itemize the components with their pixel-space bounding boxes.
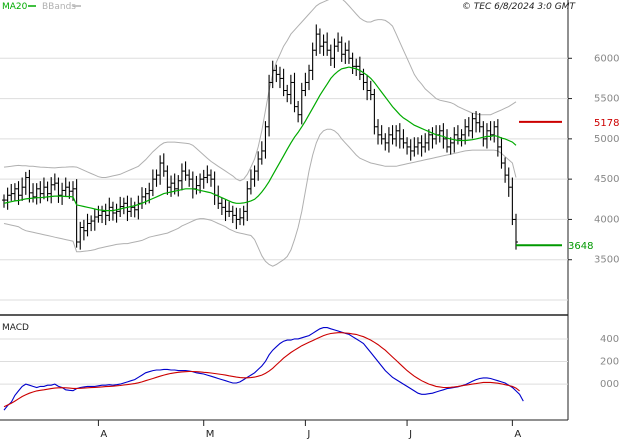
x-tick-label: M (206, 429, 215, 440)
price-bars (2, 24, 518, 250)
bb-upper-line (3, 0, 517, 182)
price-tick-label: 4500 (594, 174, 619, 185)
price-tick-label: 3500 (594, 255, 619, 266)
macd-tick-label: 400 (600, 334, 619, 345)
macd-tick-label: 000 (600, 379, 619, 390)
price-tick-label: 4000 (594, 214, 619, 225)
level-label: 5178 (594, 118, 619, 129)
x-tick-label: J (306, 429, 310, 440)
legend-bbands: BBands (42, 2, 76, 12)
ma20-line (3, 66, 517, 212)
ma20-path (3, 66, 517, 212)
macd-series-line (3, 332, 520, 408)
macd-y-ticks: 400 200 000 (600, 334, 619, 390)
price-tick-label: 5000 (594, 134, 619, 145)
legend-ma20: MA20 (2, 2, 28, 12)
price-tick-label: 6000 (594, 53, 619, 64)
price-panel (0, 0, 568, 314)
price-tick-label: 5500 (594, 94, 619, 105)
level-label: 3648 (568, 241, 593, 252)
price-bar (514, 213, 518, 250)
x-tick-label: J (408, 429, 412, 440)
macd-panel (0, 316, 568, 420)
x-tick-label: A (100, 429, 107, 440)
macd-tick-label: 200 (600, 357, 619, 368)
macd-lines (0, 327, 568, 411)
x-tick-label: A (514, 429, 521, 440)
price-y-ticks: 6000 5500 5000 4500 4000 3500 (568, 53, 619, 266)
macd-title: MACD (2, 323, 29, 333)
copyright-text: © TEC 6/8/2024 3:0 GMT (462, 2, 577, 12)
macd-series-line (3, 327, 524, 411)
bollinger-bands (3, 0, 517, 267)
bb-lower-line (3, 128, 517, 267)
price-levels: 5178 3648 (516, 118, 619, 252)
